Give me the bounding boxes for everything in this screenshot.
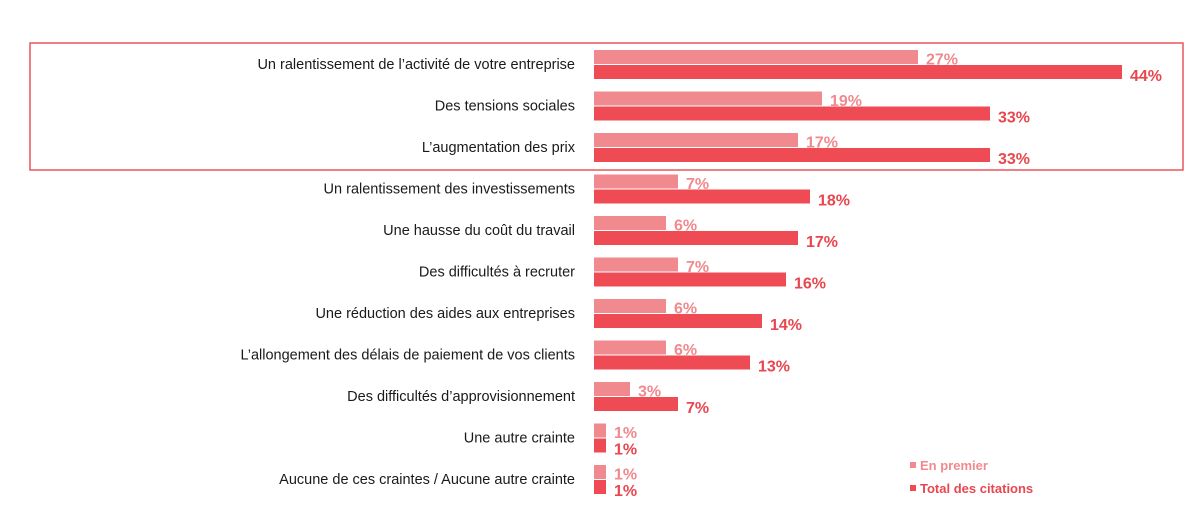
data-label-en-premier: 3% <box>638 384 661 401</box>
chart-row: Une autre crainte 1%1% <box>464 423 637 459</box>
category-label: Aucune de ces craintes / Aucune autre cr… <box>279 472 575 488</box>
chart-row: Une réduction des aides aux entreprises 6… <box>315 299 802 334</box>
data-label-total-des-citations: 1% <box>614 442 637 459</box>
category-label: Des difficultés d’approvisionnement <box>347 389 575 405</box>
bar-total-des-citations <box>594 65 1122 79</box>
data-label-en-premier: 7% <box>686 259 709 276</box>
data-label-total-des-citations: 18% <box>818 193 850 210</box>
data-label-total-des-citations: 33% <box>998 151 1030 168</box>
data-label-total-des-citations: 33% <box>998 110 1030 127</box>
highlight-box <box>29 42 1184 171</box>
category-label: Un ralentissement des investissements <box>324 182 575 198</box>
data-label-total-des-citations: 13% <box>758 359 790 376</box>
bar-total-des-citations <box>594 189 810 204</box>
data-label-en-premier: 19% <box>830 93 862 110</box>
bar-en-premier <box>594 257 678 272</box>
category-label: L’allongement des délais de paiement de … <box>240 348 575 364</box>
chart-row: Aucune de ces craintes / Aucune autre cr… <box>279 465 637 500</box>
bar-total-des-citations <box>594 480 606 494</box>
chart-row: Des tensions sociales 19% 33% <box>435 91 1030 127</box>
category-label: Des difficultés à recruter <box>419 265 575 281</box>
data-label-en-premier: 1% <box>614 467 637 484</box>
data-label-en-premier: 6% <box>674 218 697 235</box>
category-label: Une autre crainte <box>464 431 575 447</box>
bar-en-premier <box>594 340 666 355</box>
data-label-en-premier: 6% <box>674 301 697 318</box>
data-label-en-premier: 27% <box>926 52 958 69</box>
chart-row: Des difficultés d’approvisionnement 3% 7% <box>347 382 709 417</box>
legend-label-total-des-citations: Total des citations <box>920 481 1033 496</box>
data-label-en-premier: 6% <box>674 342 697 359</box>
data-label-total-des-citations: 1% <box>614 483 637 500</box>
category-label: Une réduction des aides aux entreprises <box>315 306 575 322</box>
legend: En premier Total des citations <box>910 458 1033 496</box>
chart-row: L’allongement des délais de paiement de … <box>240 340 790 376</box>
legend-swatch-en-premier <box>910 462 916 468</box>
bar-en-premier <box>594 299 666 313</box>
data-label-en-premier: 1% <box>614 425 637 442</box>
chart-row: Un ralentissement de l’activité de votre… <box>257 50 1162 85</box>
data-label-total-des-citations: 16% <box>794 276 826 293</box>
chart-row: Un ralentissement des investissements 7% 1… <box>324 174 850 210</box>
chart-row: Une hausse du coût du travail 6% 17% <box>383 216 838 251</box>
bar-en-premier <box>594 382 630 396</box>
bar-total-des-citations <box>594 355 750 370</box>
bar-en-premier <box>594 91 822 106</box>
data-label-total-des-citations: 17% <box>806 234 838 251</box>
bar-en-premier <box>594 50 918 64</box>
data-label-total-des-citations: 44% <box>1130 68 1162 85</box>
bar-en-premier <box>594 174 678 189</box>
category-label: Une hausse du coût du travail <box>383 223 575 239</box>
bar-en-premier <box>594 465 606 479</box>
legend-swatch-total-des-citations <box>910 485 916 491</box>
category-label: Un ralentissement de l’activité de votre… <box>257 57 575 73</box>
data-label-en-premier: 17% <box>806 135 838 152</box>
data-label-total-des-citations: 7% <box>686 400 709 417</box>
bar-total-des-citations <box>594 314 762 328</box>
category-label: L’augmentation des prix <box>422 140 576 156</box>
bar-total-des-citations <box>594 231 798 245</box>
data-label-en-premier: 7% <box>686 176 709 193</box>
data-label-total-des-citations: 14% <box>770 317 802 334</box>
chart-row: L’augmentation des prix 17% 33% <box>422 133 1030 168</box>
bar-total-des-citations <box>594 106 990 121</box>
legend-label-en-premier: En premier <box>920 458 988 473</box>
bar-en-premier <box>594 216 666 230</box>
bar-en-premier <box>594 133 798 147</box>
bar-total-des-citations <box>594 272 786 287</box>
bar-total-des-citations <box>594 397 678 411</box>
category-label: Des tensions sociales <box>435 99 575 115</box>
bar-total-des-citations <box>594 438 606 453</box>
bar-en-premier <box>594 423 606 438</box>
chart-row: Des difficultés à recruter 7% 16% <box>419 257 826 293</box>
bar-total-des-citations <box>594 148 990 162</box>
